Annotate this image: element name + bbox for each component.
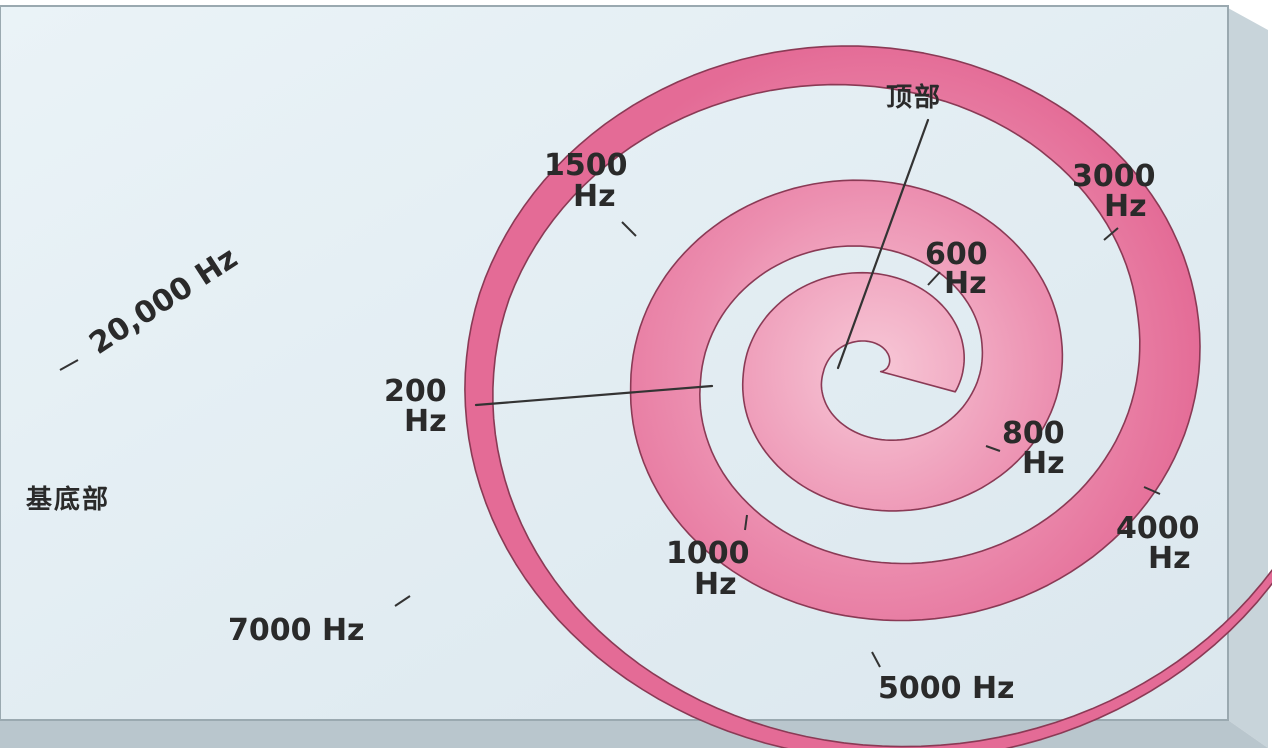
label-600hz-value: 600	[925, 237, 988, 272]
label-200hz-unit: Hz	[404, 404, 447, 439]
tick-7000hz	[394, 595, 411, 607]
label-1500hz-unit: Hz	[573, 179, 616, 214]
leader-apex	[836, 118, 930, 370]
label-800hz-unit: Hz	[1022, 446, 1065, 481]
basilar-membrane-spiral	[464, 45, 1272, 748]
label-1000hz-value: 1000	[666, 536, 750, 571]
label-5000hz: 5000 Hz	[878, 671, 1015, 706]
label-3000hz-unit: Hz	[1104, 189, 1147, 224]
label-3000hz-value: 3000	[1072, 159, 1156, 194]
label-800hz-value: 800	[1002, 416, 1065, 451]
label-4000hz-value: 4000	[1116, 511, 1200, 546]
leader-lines	[59, 118, 1161, 668]
label-1500hz-value: 1500	[544, 148, 628, 183]
leader-200hz	[474, 384, 714, 407]
tick-3000hz	[1103, 227, 1119, 241]
label-200hz-value: 200	[384, 374, 447, 409]
tick-20000hz	[59, 359, 79, 371]
label-4000hz-unit: Hz	[1148, 541, 1191, 576]
tick-1000hz	[744, 514, 748, 531]
base-label: 基底部	[26, 484, 110, 515]
tick-600hz	[927, 271, 941, 286]
tick-5000hz	[871, 651, 881, 668]
label-600hz-unit: Hz	[944, 266, 987, 301]
tick-4000hz	[1143, 486, 1161, 495]
tick-1500hz	[621, 221, 637, 237]
apex-label: 顶部	[886, 83, 942, 113]
tick-800hz	[985, 445, 1001, 452]
label-7000hz: 7000 Hz	[228, 613, 365, 648]
label-1000hz-unit: Hz	[694, 567, 737, 602]
